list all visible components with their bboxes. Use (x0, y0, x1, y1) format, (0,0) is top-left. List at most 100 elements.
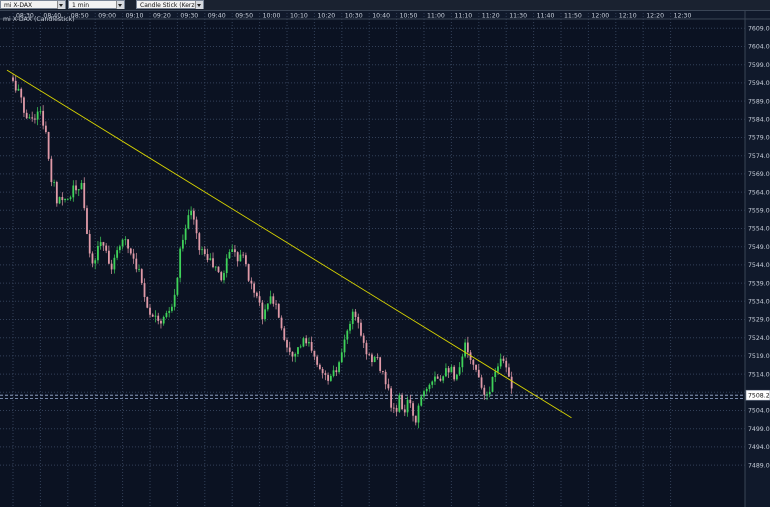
candle-up (80, 182, 83, 190)
candle-down (335, 370, 338, 373)
instrument-select-value: mi X-DAX (4, 2, 33, 9)
candle-up (225, 258, 228, 274)
candle-down (20, 88, 23, 98)
candle-up (338, 362, 340, 373)
candle-up (69, 197, 72, 199)
x-tick-label: 10:20 (317, 13, 335, 20)
candle-down (61, 197, 64, 201)
candle-up (97, 246, 99, 261)
candle-down (357, 316, 360, 323)
candle-up (434, 376, 436, 382)
candle-down (387, 384, 390, 389)
candle-down (505, 360, 508, 368)
candle-up (176, 277, 179, 295)
candle-down (149, 307, 151, 315)
x-tick-label: 10:50 (400, 13, 418, 20)
x-tick-label: 10:40 (372, 13, 390, 20)
candle-up (165, 312, 168, 317)
y-tick-label: 7524.0 (748, 335, 770, 342)
candle-down (146, 297, 149, 308)
candle-up (17, 88, 20, 91)
candle-up (308, 342, 310, 344)
candle-down (44, 125, 47, 133)
candle-down (453, 366, 456, 380)
candle-up (269, 296, 272, 304)
candle-down (283, 328, 286, 340)
chart-style-select[interactable]: Candle Stick (Kerze (136, 0, 204, 9)
y-tick-label: 7564.0 (748, 189, 770, 196)
y-tick-label: 7589.0 (748, 98, 770, 105)
x-tick-label: 09:40 (208, 13, 226, 20)
candle-down (280, 317, 283, 329)
candle-down (365, 342, 368, 355)
candle-down (316, 356, 319, 365)
candle-down (31, 117, 34, 119)
chevron-down-icon[interactable] (57, 1, 65, 9)
candle-up (486, 394, 488, 396)
trendline[interactable] (6, 69, 572, 419)
candle-down (127, 239, 129, 249)
candle-down (253, 283, 256, 293)
x-tick-label: 12:30 (674, 13, 692, 20)
interval-select[interactable]: 1 min (68, 0, 125, 9)
trendline-segment (6, 69, 572, 419)
y-tick-label: 7504.0 (748, 408, 770, 415)
candle-up (373, 357, 376, 363)
plot-background (0, 10, 770, 507)
y-tick-label: 7559.0 (748, 208, 770, 215)
x-tick-label: 09:10 (126, 13, 144, 20)
chevron-down-icon[interactable] (116, 1, 124, 9)
candle-up (406, 399, 409, 413)
x-tick-label: 08:30 (16, 13, 34, 20)
candle-up (420, 396, 423, 406)
candle-up (302, 338, 305, 347)
candle-down (466, 342, 469, 353)
reference-lines (0, 394, 745, 399)
candle-up (239, 254, 242, 262)
y-tick-label: 7569.0 (748, 171, 770, 178)
x-tick-label: 09:20 (153, 13, 171, 20)
y-tick-label: 7609.0 (748, 26, 770, 33)
candle-up (113, 257, 116, 270)
candle-up (184, 228, 187, 240)
candle-down (102, 242, 105, 246)
candle-down (129, 248, 132, 254)
candle-down (502, 358, 505, 361)
candle-down (198, 233, 201, 251)
candle-down (255, 292, 258, 297)
candle-down (42, 110, 45, 126)
candle-down (483, 387, 486, 395)
x-tick-label: 08:50 (71, 13, 89, 20)
candle-down (75, 185, 77, 191)
x-tick-label: 12:10 (619, 13, 637, 20)
x-tick-label: 11:50 (564, 13, 582, 20)
candle-down (151, 314, 154, 317)
candle-up (450, 366, 453, 373)
candle-up (266, 303, 269, 310)
candle-down (412, 403, 414, 416)
chevron-down-icon[interactable] (195, 1, 203, 9)
candle-down (160, 320, 162, 324)
candle-up (64, 198, 66, 201)
candle-up (499, 358, 502, 367)
candle-down (439, 378, 442, 381)
x-tick-label: 08:40 (43, 13, 61, 20)
candle-up (455, 374, 458, 380)
candle-up (423, 391, 425, 397)
candle-down (220, 272, 223, 281)
candle-up (228, 252, 231, 259)
candle-down (376, 357, 379, 358)
candle-up (171, 306, 173, 311)
y-tick-label: 7584.0 (748, 117, 770, 124)
instrument-select[interactable]: mi X-DAX (0, 0, 66, 9)
y-tick-label: 7604.0 (748, 44, 770, 51)
candle-down (510, 376, 513, 389)
candle-down (277, 303, 280, 318)
y-tick-label: 7554.0 (748, 226, 770, 233)
candle-up (94, 260, 97, 264)
price-badge-label: 7508.20 (748, 393, 770, 400)
candle-up (464, 342, 466, 357)
candle-down (261, 302, 264, 320)
y-tick-label: 7494.0 (748, 444, 770, 451)
